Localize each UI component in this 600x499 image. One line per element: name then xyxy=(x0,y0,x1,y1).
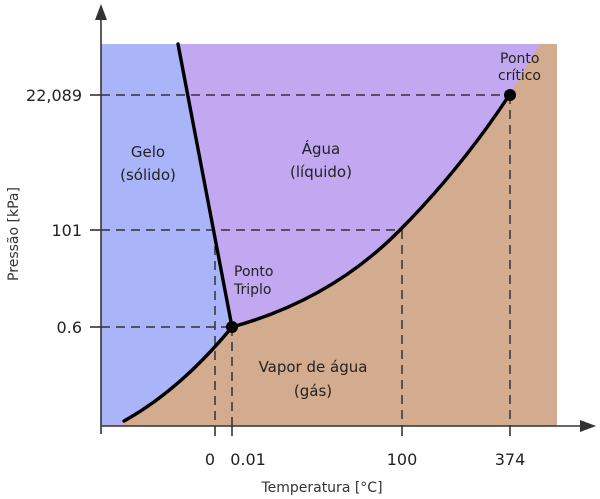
x-tick-label-0.01: 0.01 xyxy=(230,450,266,469)
solid-region-label: Gelo xyxy=(131,143,165,161)
x-tick-label-374: 374 xyxy=(495,450,526,469)
y-tick-label-22089: 22,089 xyxy=(26,86,82,105)
triple-point-sublabel: Triplo xyxy=(233,282,271,298)
melting-curve xyxy=(176,42,234,329)
gas-region-sublabel: (gás) xyxy=(294,382,332,400)
x-tick-label-0: 0 xyxy=(205,450,215,469)
x-axis-arrow xyxy=(580,420,596,432)
x-tick-label-100: 100 xyxy=(387,450,418,469)
y-axis-title: Pressão [kPa] xyxy=(6,187,22,281)
gas-region-label: Vapor de água xyxy=(259,358,368,376)
liquid-region-sublabel: (líquido) xyxy=(290,163,352,181)
critical-point-sublabel: crítico xyxy=(498,68,541,84)
critical-point-marker xyxy=(504,89,516,101)
y-axis-arrow xyxy=(95,4,107,20)
y-tick-label-101: 101 xyxy=(51,221,82,240)
y-tick-label-0.6: 0.6 xyxy=(57,318,82,337)
sublimation-curve xyxy=(122,325,234,423)
critical-point-label: Ponto xyxy=(500,51,539,67)
vaporization-curve xyxy=(230,92,512,329)
solid-region xyxy=(101,44,232,426)
solid-region-sublabel: (sólido) xyxy=(120,166,176,184)
x-axis-title: Temperatura [°C] xyxy=(260,480,382,496)
liquid-region-label: Água xyxy=(302,139,340,158)
triple-point-label: Ponto xyxy=(234,264,273,280)
triple-point-marker xyxy=(226,321,238,333)
